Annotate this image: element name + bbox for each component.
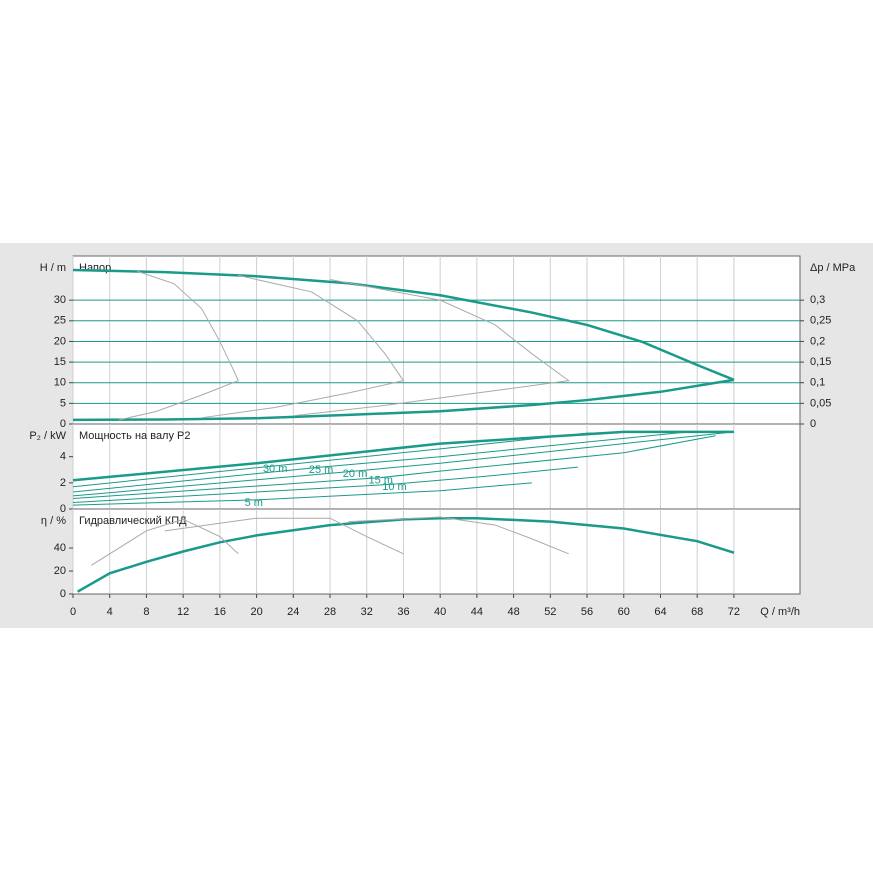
curve	[76, 516, 735, 593]
curve-label: 5 m	[245, 497, 263, 509]
curve	[201, 274, 405, 419]
y-tick-label: 15	[54, 356, 66, 368]
x-tick-label: 0	[70, 606, 76, 618]
x-tick-label: 64	[654, 606, 666, 618]
x-tick-label: 16	[214, 606, 226, 618]
x-tick-label: 68	[691, 606, 703, 618]
y2-axis-label: Δp / MPa	[810, 262, 856, 274]
y-axis-label: η / %	[41, 515, 66, 527]
y2-tick-label: 0,25	[810, 315, 831, 327]
x-tick-label: 36	[397, 606, 409, 618]
x-tick-label: 60	[618, 606, 630, 618]
y-tick-label: 20	[54, 335, 66, 347]
x-tick-label: 8	[143, 606, 149, 618]
x-tick-label: 32	[361, 606, 373, 618]
curve	[72, 431, 734, 497]
y-tick-label: 40	[54, 542, 66, 554]
x-tick-label: 28	[324, 606, 336, 618]
curve-label: 15 m	[369, 475, 393, 487]
x-axis-label: Q / m³/h	[760, 606, 800, 618]
x-tick-label: 48	[507, 606, 519, 618]
x-tick-label: 44	[471, 606, 483, 618]
y-tick-label: 20	[54, 565, 66, 577]
y-tick-label: 4	[60, 451, 66, 463]
plot-area	[72, 508, 801, 595]
y-tick-label: 0	[60, 588, 66, 600]
y2-tick-label: 0,15	[810, 356, 831, 368]
y2-tick-label: 0,05	[810, 397, 831, 409]
y2-tick-label: 0,2	[810, 335, 825, 347]
curve	[118, 270, 239, 421]
y-tick-label: 0	[60, 418, 66, 430]
y-tick-label: 5	[60, 397, 66, 409]
curve	[91, 518, 239, 566]
curve	[72, 431, 689, 493]
panel-title: Гидравлический КПД	[79, 515, 187, 527]
y-axis-label: P₂ / kW	[29, 430, 66, 442]
x-tick-label: 56	[581, 606, 593, 618]
y-tick-label: 10	[54, 377, 66, 389]
x-tick-label: 72	[728, 606, 740, 618]
x-tick-label: 20	[250, 606, 262, 618]
panel-title: Мощность на валу P2	[79, 430, 191, 442]
curve	[72, 482, 533, 506]
y-axis-label: H / m	[40, 262, 66, 274]
curve	[72, 431, 643, 488]
x-tick-label: 12	[177, 606, 189, 618]
curve	[72, 430, 734, 482]
y-tick-label: 0	[60, 503, 66, 515]
y-tick-label: 2	[60, 477, 66, 489]
curve	[72, 466, 578, 503]
curve	[293, 279, 570, 417]
x-tick-label: 40	[434, 606, 446, 618]
curve-label: 20 m	[343, 468, 367, 480]
curve-label: 10 m	[382, 481, 406, 493]
y2-tick-label: 0	[810, 418, 816, 430]
curve-label: 30 m	[263, 463, 287, 475]
x-tick-label: 52	[544, 606, 556, 618]
y-tick-label: 30	[54, 294, 66, 306]
curve	[72, 378, 735, 422]
y2-tick-label: 0,1	[810, 377, 825, 389]
x-tick-label: 24	[287, 606, 299, 618]
curve	[348, 516, 569, 555]
curve	[72, 435, 716, 500]
curve	[72, 268, 735, 381]
curve	[164, 517, 404, 555]
x-tick-label: 4	[107, 606, 113, 618]
y2-tick-label: 0,3	[810, 294, 825, 306]
panel-title: Напор	[79, 262, 111, 274]
plot-area	[72, 255, 801, 425]
y-tick-label: 25	[54, 315, 66, 327]
